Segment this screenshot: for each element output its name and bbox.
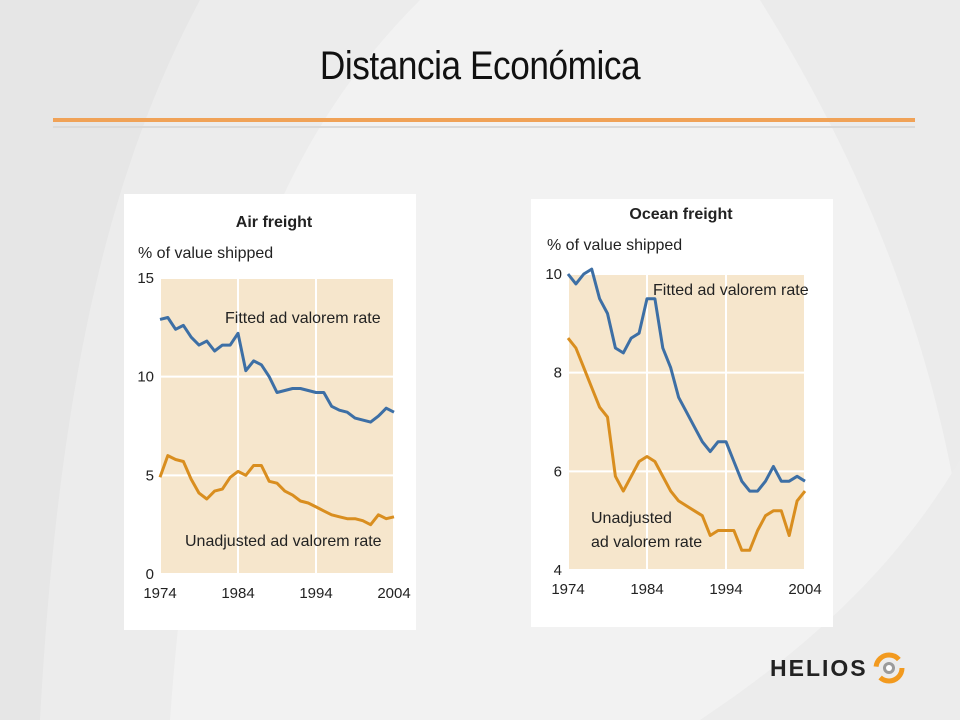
- y-tick-label-10: 10: [137, 369, 154, 386]
- x-tick-label-1974: 1974: [551, 581, 584, 598]
- x-tick-label-1974: 1974: [143, 585, 176, 602]
- title-underline: [53, 118, 915, 122]
- x-tick-label-2004: 2004: [377, 585, 410, 602]
- air-freight-chart: Air freight % of value shipped 0 5 10 15 197…: [137, 214, 410, 602]
- y-tick-label-4: 4: [554, 562, 562, 579]
- ocean-freight-chart: Ocean freight % of value shipped 4 6 8 10 19…: [545, 206, 821, 598]
- grid-lines: [159, 277, 395, 575]
- series-line-fitted: [159, 316, 395, 424]
- series-lines: [566, 267, 807, 552]
- y-axis-label: % of value shipped: [138, 245, 273, 262]
- tick-labels: 4 6 8 10 1974 1984 1994 2004: [545, 266, 821, 598]
- series-lines: [158, 316, 395, 527]
- helios-swirl-icon: [873, 652, 905, 684]
- tick-labels: 0 5 10 15 1974 1984 1994 2004: [137, 270, 410, 602]
- y-tick-label-15: 15: [137, 270, 154, 287]
- x-tick-label-1984: 1984: [221, 585, 254, 602]
- y-tick-label-5: 5: [146, 467, 154, 484]
- x-tick-label-1994: 1994: [299, 585, 332, 602]
- chart-title: Ocean freight: [629, 206, 733, 223]
- title-underline-shadow: [53, 126, 915, 128]
- helios-logo: HELIOS: [770, 640, 920, 696]
- series-line-unadjusted: [566, 337, 807, 552]
- ocean-freight-chart-panel: Ocean freight % of value shipped 4 6 8 10 19…: [531, 199, 833, 627]
- x-tick-label-2004: 2004: [788, 581, 821, 598]
- slide-title: Distancia Económica: [319, 44, 641, 88]
- series-label-unadjusted: Unadjusted ad valorem rate: [185, 533, 382, 550]
- series-line-fitted: [566, 267, 806, 493]
- air-freight-chart-panel: Air freight % of value shipped 0 5 10 15 197…: [124, 194, 416, 630]
- y-tick-label-10: 10: [545, 266, 562, 283]
- series-line-unadjusted: [158, 454, 395, 527]
- series-label-unadjusted-line1: Unadjusted: [591, 510, 672, 527]
- chart-title: Air freight: [236, 214, 313, 231]
- logo-text: HELIOS: [770, 654, 868, 681]
- grid-lines: [567, 273, 806, 571]
- y-axis-label: % of value shipped: [547, 237, 682, 254]
- x-tick-label-1994: 1994: [709, 581, 742, 598]
- series-label-fitted: Fitted ad valorem rate: [653, 282, 809, 299]
- y-tick-label-6: 6: [554, 463, 562, 480]
- x-tick-label-1984: 1984: [630, 581, 663, 598]
- series-label-fitted: Fitted ad valorem rate: [225, 310, 381, 327]
- y-tick-label-8: 8: [554, 365, 562, 382]
- plot-background: [160, 278, 394, 574]
- series-label-unadjusted-line2: ad valorem rate: [591, 534, 702, 551]
- y-tick-label-0: 0: [146, 566, 154, 583]
